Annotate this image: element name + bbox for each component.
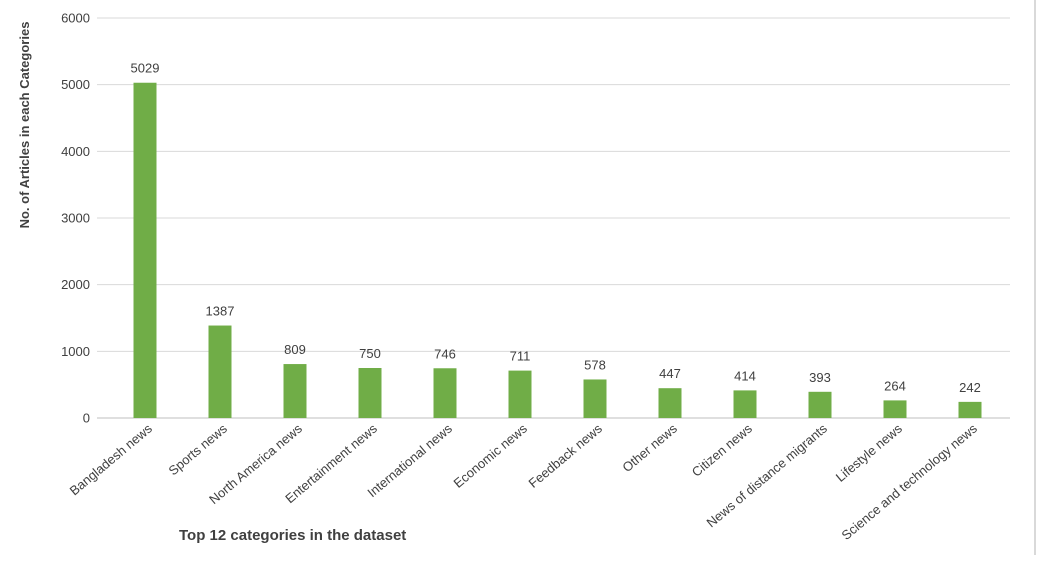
data-label: 264	[884, 378, 906, 393]
data-label: 5029	[131, 61, 160, 76]
y-tick-label: 4000	[61, 144, 90, 159]
data-label: 414	[734, 368, 756, 383]
bar	[583, 379, 607, 418]
bar	[508, 370, 532, 418]
bar	[433, 368, 457, 418]
x-tick-label: Other news	[619, 420, 680, 475]
data-label: 746	[434, 346, 456, 361]
y-axis-ticks: 0 1000 2000 3000 4000 5000 6000	[61, 11, 90, 426]
data-label: 447	[659, 366, 681, 381]
x-axis-title: Top 12 categories in the dataset	[179, 527, 406, 544]
bar	[958, 401, 982, 418]
y-axis-title: No. of Articles in each Categories	[17, 22, 32, 229]
data-labels: 5029 1387 809 750 746 711 578 447 414 393 264 242	[131, 61, 981, 395]
bar	[808, 391, 832, 418]
x-tick-label: Feedback news	[526, 420, 606, 490]
x-tick-label: Economic news	[451, 420, 531, 490]
y-tick-label: 1000	[61, 344, 90, 359]
frame-border	[1034, 0, 1036, 555]
data-label: 242	[959, 380, 981, 395]
bars	[133, 82, 982, 418]
gridlines	[97, 17, 1010, 419]
y-tick-label: 6000	[61, 11, 90, 26]
x-tick-label: Citizen news	[689, 420, 755, 479]
bar	[133, 82, 157, 418]
y-tick-label: 3000	[61, 211, 90, 226]
data-label: 393	[809, 370, 831, 385]
y-tick-label: 0	[83, 411, 90, 426]
data-label: 809	[284, 342, 306, 357]
x-tick-label: Science and technology news	[839, 420, 981, 542]
bar	[883, 400, 907, 418]
x-tick-label: News of distance migrants	[704, 420, 831, 530]
x-tick-label: Bangladesh news	[67, 420, 156, 498]
x-tick-label: Sports news	[165, 420, 230, 478]
bar	[733, 390, 757, 418]
y-tick-label: 5000	[61, 77, 90, 92]
x-tick-label: Lifestyle news	[833, 420, 906, 484]
data-label: 750	[359, 346, 381, 361]
data-label: 1387	[206, 304, 235, 319]
y-tick-label: 2000	[61, 277, 90, 292]
bar	[283, 364, 307, 418]
data-label: 578	[584, 357, 606, 372]
data-label: 711	[510, 349, 531, 364]
bar	[658, 388, 682, 418]
bar	[358, 368, 382, 418]
bar	[208, 325, 232, 418]
